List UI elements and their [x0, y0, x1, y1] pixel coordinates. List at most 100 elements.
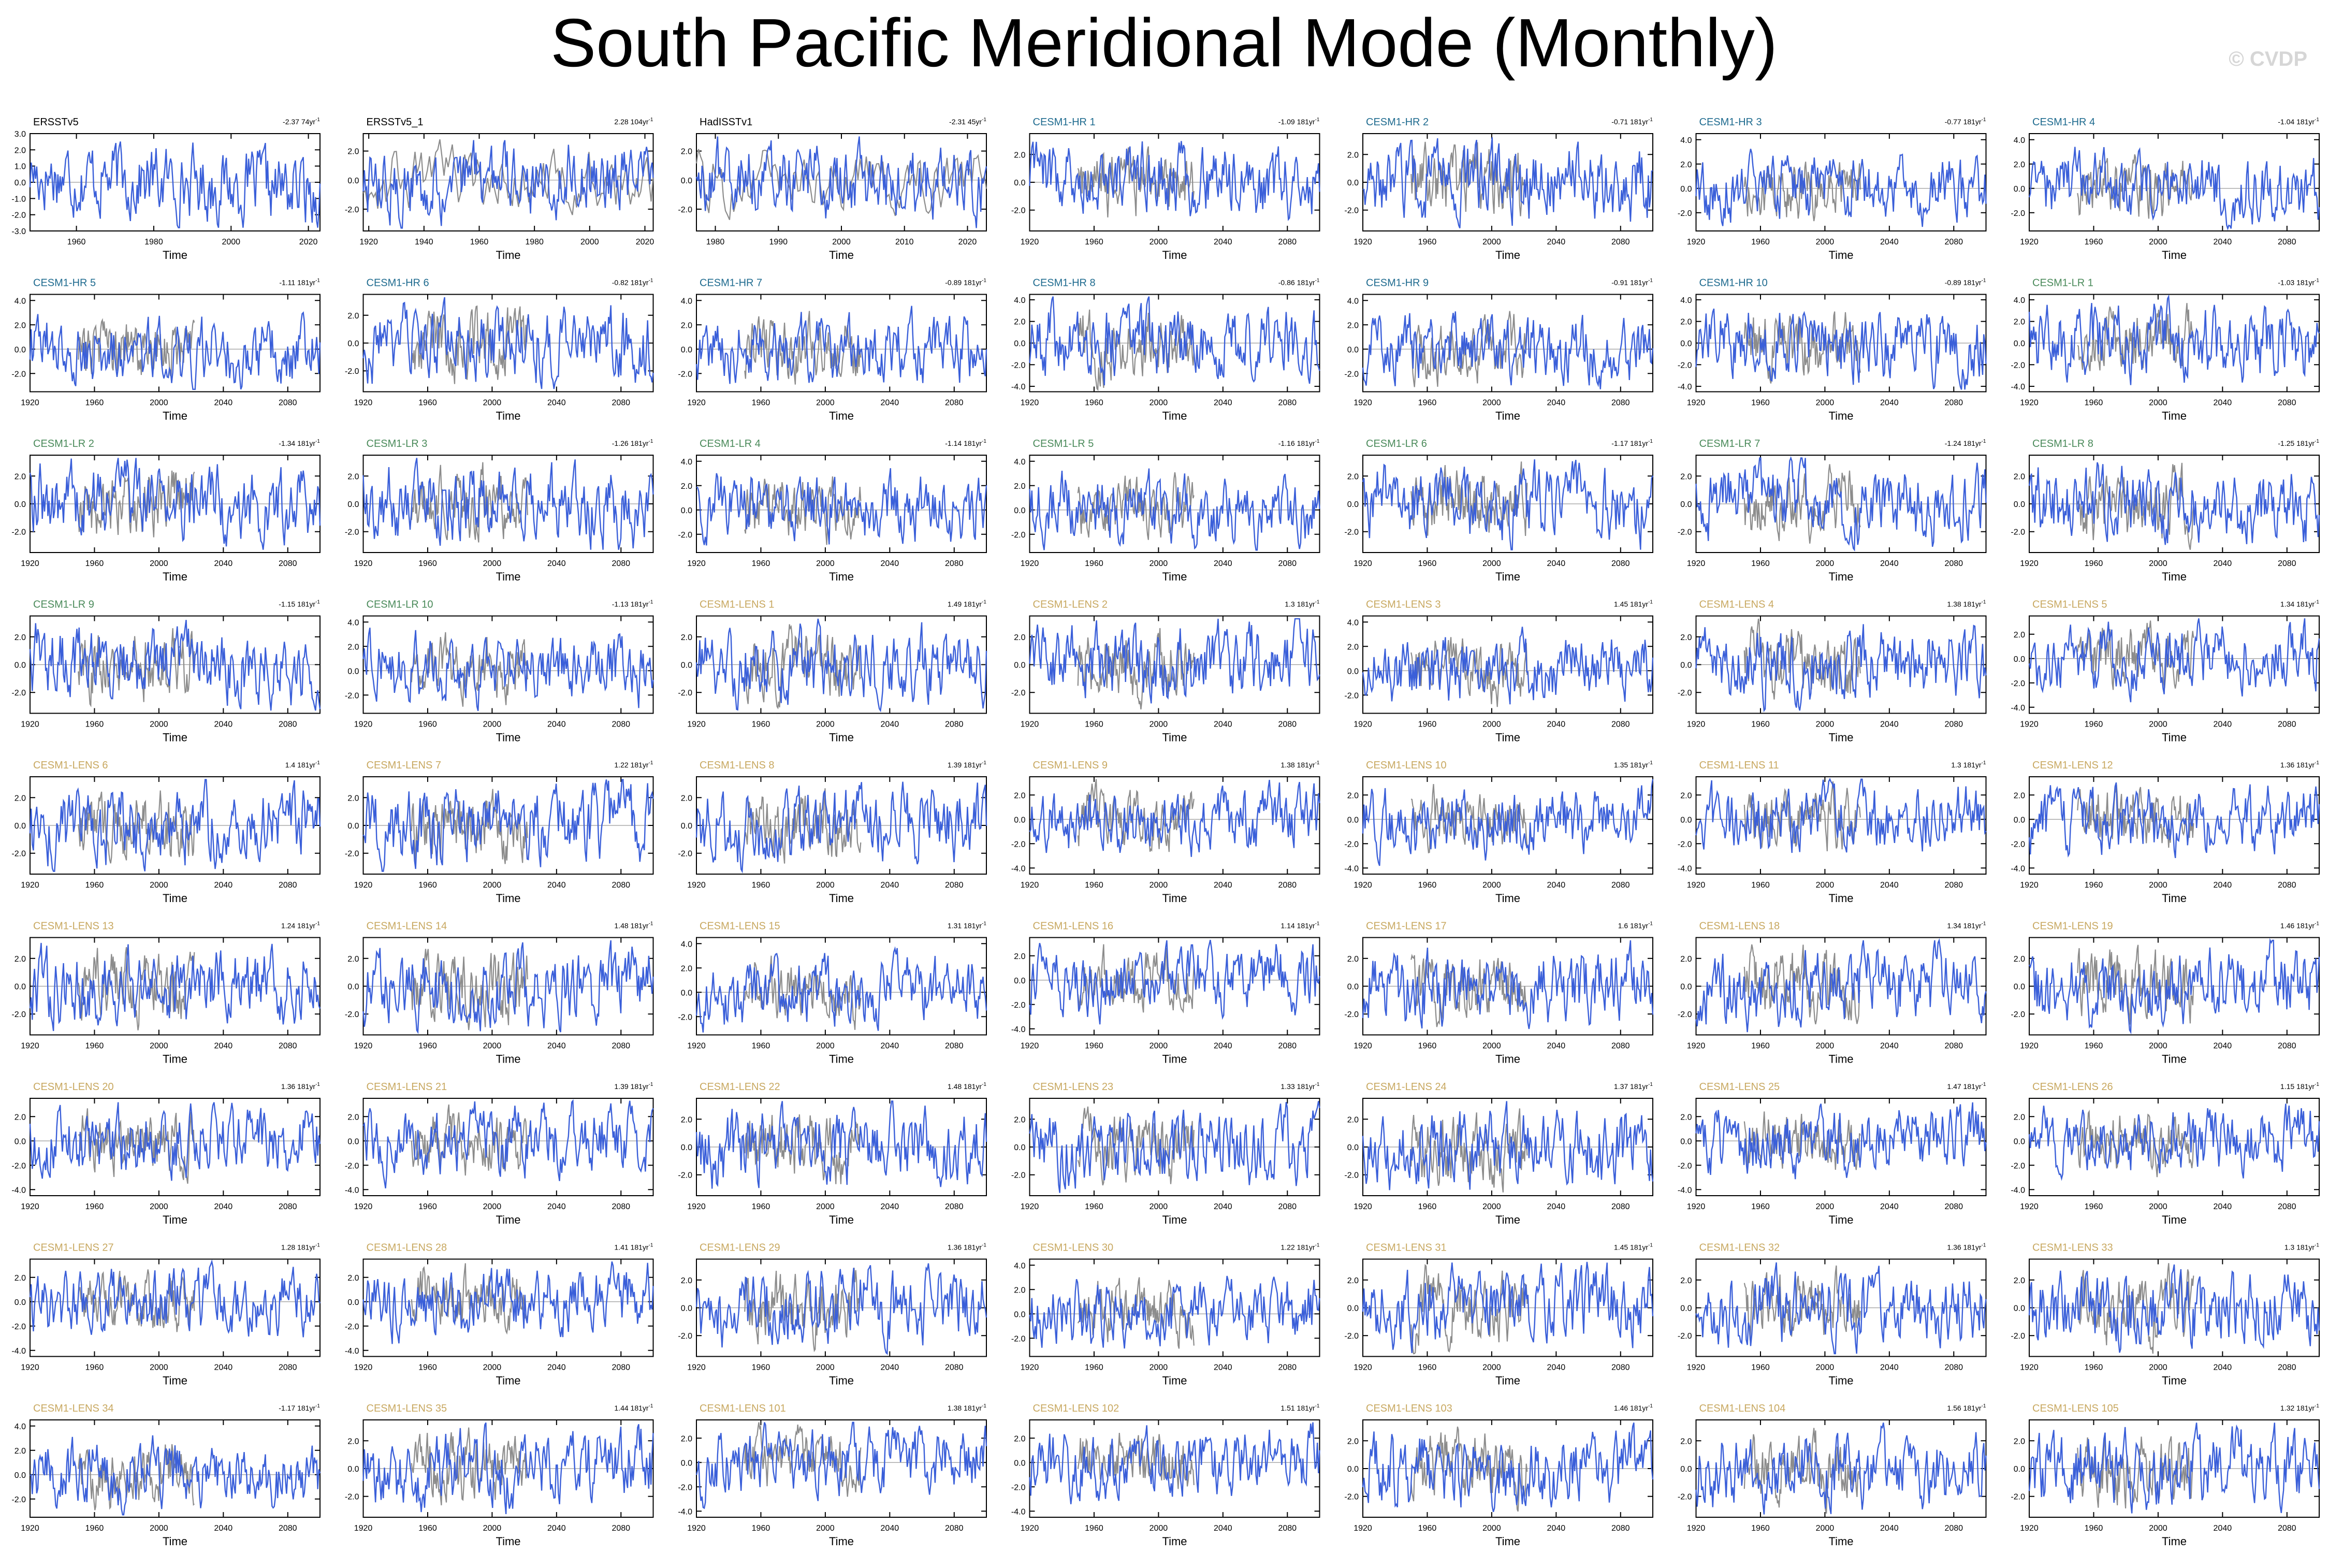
series-line	[1029, 618, 1320, 704]
observed-overlay-line	[2077, 1436, 2194, 1508]
trend-label: 1.3 181yr-1	[1951, 760, 1986, 769]
x-tick-label: 2040	[2214, 1202, 2232, 1211]
x-tick-label: 1960	[752, 1042, 770, 1051]
y-tick-label: 0.0	[1680, 500, 1692, 509]
trend-label: -1.03 181yr-1	[2278, 278, 2319, 287]
x-tick-label: 1960	[2085, 1524, 2103, 1533]
x-tick-label: 2040	[214, 881, 233, 890]
trend-unit-exponent: -1	[315, 439, 320, 444]
y-tick-label: -1.0	[11, 195, 26, 204]
x-tick-label: 1940	[415, 238, 433, 246]
x-tick-label: 2000	[2149, 1042, 2167, 1051]
x-tick-label: 2080	[1611, 1042, 1630, 1051]
trend-unit-exponent: -1	[1982, 600, 1986, 605]
y-tick-label: -2.0	[678, 1332, 692, 1341]
x-tick-label: 2040	[547, 1202, 566, 1211]
x-tick-label: 2080	[1611, 238, 1630, 246]
y-tick-label: 2.0	[14, 321, 26, 330]
x-tick-label: 1960	[752, 881, 770, 890]
trend-unit-exponent: -1	[2315, 278, 2319, 284]
y-tick-label: -2.0	[1011, 361, 1026, 370]
trend-label: 1.3 181yr-1	[2285, 1243, 2320, 1252]
trend-label: 1.46 181yr-1	[1614, 1403, 1653, 1412]
x-tick-label: 2080	[1611, 399, 1630, 408]
trend-unit-exponent: -1	[315, 921, 320, 927]
trend-label: -1.11 181yr-1	[279, 278, 320, 287]
x-tick-label: 2040	[1214, 720, 1232, 729]
x-tick-label: 2040	[1880, 1202, 1899, 1211]
x-tick-label: 1920	[2020, 1363, 2039, 1372]
y-tick-label: 2.0	[1680, 1437, 1692, 1446]
panel-title: CESM1-LENS 21	[367, 1081, 447, 1093]
x-tick-label: 1920	[1354, 1363, 1372, 1372]
trend-unit-exponent: -1	[982, 278, 986, 284]
trend-label: -2.37 74yr-1	[283, 117, 320, 126]
panel-16: 2.0 0.0 -2.0 1920 1960 2000 2040 2080 Time CESM1-…	[345, 438, 654, 583]
x-tick-label: 1920	[1354, 720, 1372, 729]
y-tick-label: 0.0	[14, 500, 26, 509]
y-tick-label: -4.0	[1011, 383, 1026, 391]
trend-label: -1.17 181yr-1	[1611, 439, 1653, 447]
y-tick-label: -2.0	[11, 1496, 26, 1504]
x-tick-label: 1980	[144, 238, 163, 246]
x-axis-label: Time	[2162, 570, 2187, 583]
x-axis-label: Time	[1828, 892, 1853, 905]
y-tick-label: -4.0	[1678, 383, 1692, 391]
observed-overlay-line	[78, 628, 195, 707]
panel-35: 2.0 0.0 -2.0 -4.0 1920 1960 2000 2040 2080 Time CE…	[2011, 760, 2320, 905]
y-tick-label: 4.0	[14, 297, 26, 306]
x-tick-label: 1920	[21, 399, 39, 408]
y-tick-label: 0.0	[1347, 1143, 1359, 1152]
y-tick-label: -2.0	[1344, 1493, 1359, 1502]
y-tick-label: -2.0	[345, 1323, 359, 1331]
x-tick-label: 2080	[279, 1202, 297, 1211]
x-tick-label: 2000	[1482, 1363, 1501, 1372]
trend-label: -0.71 181yr-1	[1611, 117, 1653, 126]
y-tick-label: 0.0	[1680, 1137, 1692, 1146]
x-tick-label: 2000	[1482, 559, 1501, 568]
y-tick-label: 0.0	[1014, 977, 1025, 985]
y-tick-label: -2.0	[11, 850, 26, 859]
y-tick-label: -2.0	[11, 1323, 26, 1331]
y-tick-label: -4.0	[11, 1347, 26, 1356]
y-tick-label: 4.0	[1680, 296, 1692, 305]
series-line	[2028, 462, 2320, 545]
x-tick-label: 2080	[1944, 1363, 1963, 1372]
trend-label: -2.31 45yr-1	[949, 117, 986, 126]
x-tick-label: 2000	[1482, 720, 1501, 729]
x-tick-label: 2040	[547, 1042, 566, 1051]
x-tick-label: 2040	[881, 1363, 899, 1372]
y-tick-label: 2.0	[1014, 1286, 1025, 1295]
y-tick-label: 4.0	[1347, 618, 1359, 627]
y-tick-label: -4.0	[345, 1347, 359, 1356]
x-axis-label: Time	[496, 1213, 520, 1226]
trend-label: 1.45 181yr-1	[1614, 600, 1653, 608]
x-tick-label: 2040	[547, 881, 566, 890]
observed-overlay-line	[744, 788, 862, 864]
panel-title: CESM1-LENS 20	[33, 1081, 114, 1093]
trend-unit-exponent: -1	[982, 600, 986, 605]
x-axis-label: Time	[163, 1535, 187, 1548]
trend-unit-exponent: -1	[315, 278, 320, 284]
y-tick-label: -2.0	[11, 211, 26, 220]
x-tick-label: 2080	[279, 1042, 297, 1051]
trend-label: -1.26 181yr-1	[612, 439, 653, 447]
y-tick-label: 0.0	[14, 661, 26, 670]
observed-overlay-line	[2077, 1263, 2194, 1354]
x-axis-label: Time	[2162, 731, 2187, 744]
x-axis-label: Time	[1828, 1053, 1853, 1066]
x-tick-label: 2000	[816, 720, 835, 729]
panel-60: 2.0 0.0 -2.0 -4.0 1920 1960 2000 2040 2080 Time CE…	[1011, 1403, 1320, 1548]
trend-label: 1.45 181yr-1	[1614, 1243, 1653, 1252]
observed-overlay-line	[78, 318, 195, 379]
x-tick-label: 2040	[881, 1524, 899, 1533]
y-tick-label: 2.0	[681, 1276, 692, 1285]
y-tick-label: 2.0	[1014, 1115, 1025, 1124]
y-tick-label: 0.0	[681, 661, 692, 670]
x-tick-label: 2000	[1150, 238, 1168, 246]
x-tick-label: 2000	[1816, 881, 1835, 890]
panel-title: CESM1-LENS 4	[1699, 599, 1774, 611]
x-axis-label: Time	[496, 249, 520, 262]
trend-label: 1.44 181yr-1	[614, 1403, 653, 1412]
x-axis-label: Time	[163, 731, 187, 744]
